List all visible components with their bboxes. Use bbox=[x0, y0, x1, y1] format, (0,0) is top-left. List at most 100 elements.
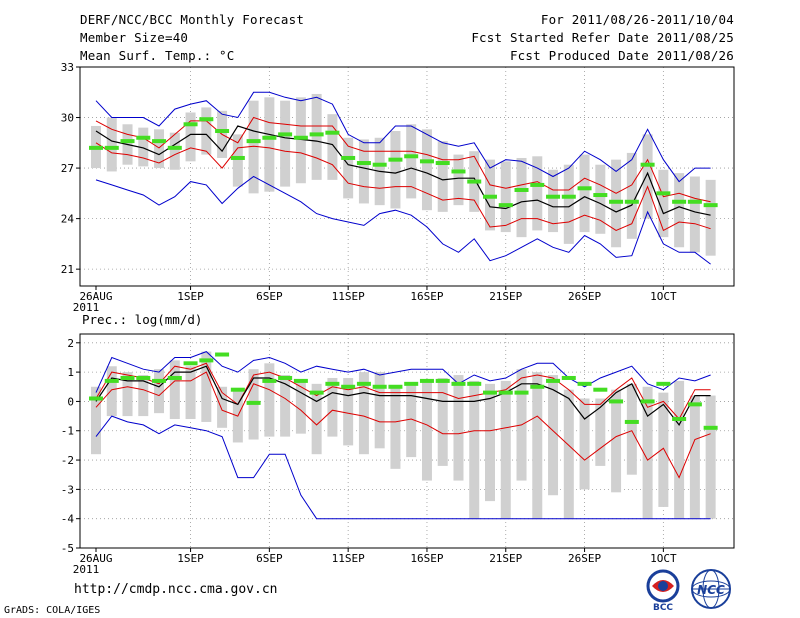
observed-marker bbox=[183, 122, 198, 127]
y-tick-label: 21 bbox=[61, 263, 74, 276]
ensemble-box bbox=[689, 395, 700, 519]
ensemble-box bbox=[201, 351, 212, 422]
ensemble-box bbox=[390, 131, 401, 209]
observed-marker bbox=[624, 199, 639, 204]
observed-marker bbox=[419, 378, 434, 383]
observed-marker bbox=[640, 162, 655, 167]
observed-marker bbox=[167, 375, 182, 380]
ensemble-box bbox=[358, 139, 369, 204]
ncc-logo: NCC bbox=[691, 569, 731, 609]
observed-marker bbox=[624, 419, 639, 424]
y-tick-label: 0 bbox=[67, 395, 74, 408]
observed-marker bbox=[325, 381, 340, 386]
ensemble-box bbox=[311, 383, 322, 455]
ensemble-box bbox=[579, 398, 590, 490]
ensemble-box bbox=[689, 176, 700, 253]
envelope-min-line bbox=[95, 175, 711, 265]
observed-marker bbox=[262, 135, 277, 140]
ensemble-box bbox=[311, 93, 322, 180]
observed-marker bbox=[656, 381, 671, 386]
observed-marker bbox=[419, 159, 434, 164]
ensemble-box bbox=[532, 372, 543, 519]
ensemble-box bbox=[390, 386, 401, 469]
observed-marker bbox=[593, 193, 608, 198]
variable-label: Mean Surf. Temp.: °C bbox=[80, 48, 235, 63]
footer-url[interactable]: http://cmdp.ncc.cma.gov.cn bbox=[74, 582, 278, 597]
observed-marker bbox=[546, 378, 561, 383]
x-tick-label: 6SEP bbox=[256, 552, 283, 565]
ensemble-box bbox=[516, 157, 527, 238]
observed-marker bbox=[498, 390, 513, 395]
observed-marker bbox=[672, 199, 687, 204]
ensemble-box bbox=[374, 372, 385, 449]
observed-marker bbox=[388, 384, 403, 389]
ensemble-box bbox=[327, 377, 338, 437]
observed-marker bbox=[703, 203, 718, 208]
observed-marker bbox=[246, 400, 261, 405]
bcc-logo-text: BCC bbox=[653, 603, 673, 612]
ensemble-box bbox=[421, 129, 432, 211]
y-tick-label: 27 bbox=[61, 162, 74, 175]
ensemble-box bbox=[469, 380, 480, 519]
observed-marker bbox=[293, 378, 308, 383]
ensemble-box bbox=[626, 152, 637, 239]
observed-marker bbox=[120, 375, 135, 380]
forecast-produced-date: Fcst Produced Date 2011/08/26 bbox=[509, 48, 734, 63]
ensemble-box bbox=[453, 375, 464, 481]
observed-marker bbox=[467, 179, 482, 184]
envelope-max-line bbox=[95, 351, 711, 393]
observed-marker bbox=[104, 378, 119, 383]
observed-marker bbox=[388, 157, 403, 162]
ensemble-box bbox=[138, 127, 149, 167]
ensemble-box bbox=[595, 398, 606, 466]
observed-marker bbox=[278, 375, 293, 380]
ensemble-box bbox=[563, 164, 574, 244]
x-tick-label: 26SEP bbox=[568, 290, 601, 303]
ensemble-box bbox=[579, 154, 590, 233]
observed-marker bbox=[230, 387, 245, 392]
observed-marker bbox=[341, 384, 356, 389]
y-tick-label: 2 bbox=[67, 337, 74, 350]
observed-marker bbox=[404, 154, 419, 159]
ensemble-box bbox=[500, 380, 511, 519]
observed-marker bbox=[404, 381, 419, 386]
observed-marker bbox=[152, 378, 167, 383]
ensemble-box bbox=[295, 97, 306, 184]
ensemble-box bbox=[406, 124, 417, 199]
x-tick-label: 21SEP bbox=[489, 290, 522, 303]
x-tick-year-label: 2011 bbox=[73, 563, 100, 576]
ensemble-box bbox=[280, 375, 291, 437]
x-tick-year-label: 2011 bbox=[73, 301, 100, 314]
observed-marker bbox=[530, 182, 545, 187]
y-tick-label: -5 bbox=[61, 542, 74, 555]
observed-marker bbox=[167, 145, 182, 150]
observed-marker bbox=[199, 358, 214, 363]
ensemble-mean-line bbox=[95, 365, 711, 427]
y-tick-label: 33 bbox=[61, 61, 74, 74]
ensemble-box bbox=[169, 132, 180, 170]
observed-marker bbox=[467, 381, 482, 386]
ensemble-box bbox=[280, 100, 291, 187]
observed-marker bbox=[89, 396, 103, 401]
ensemble-mean-line bbox=[95, 125, 711, 216]
ensemble-box bbox=[453, 154, 464, 206]
ensemble-box bbox=[406, 383, 417, 458]
ensemble-box bbox=[295, 380, 306, 434]
ensemble-box bbox=[421, 380, 432, 481]
observed-marker bbox=[215, 129, 230, 134]
observed-marker bbox=[262, 378, 277, 383]
ensemble-box bbox=[611, 389, 622, 493]
observed-marker bbox=[687, 199, 702, 204]
ensemble-box bbox=[343, 137, 354, 199]
envelope-max-line bbox=[95, 91, 711, 183]
x-tick-label: 1OCT bbox=[650, 552, 677, 565]
ensemble-box bbox=[327, 114, 338, 180]
observed-marker bbox=[514, 187, 529, 192]
observed-marker bbox=[356, 381, 371, 386]
observed-marker bbox=[530, 384, 545, 389]
x-tick-label: 1SEP bbox=[177, 552, 204, 565]
y-tick-label: -4 bbox=[61, 513, 75, 526]
ensemble-box bbox=[185, 112, 196, 162]
ensemble-box bbox=[106, 366, 117, 417]
